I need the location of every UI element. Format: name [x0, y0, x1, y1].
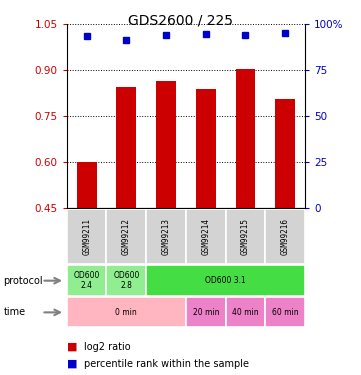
Bar	[67, 265, 106, 296]
Bar	[275, 99, 295, 208]
Text: log2 ratio: log2 ratio	[84, 342, 131, 352]
Text: GSM99215: GSM99215	[241, 218, 250, 255]
Text: OD600
2.8: OD600 2.8	[113, 271, 140, 290]
Bar	[265, 297, 305, 327]
Bar	[226, 209, 265, 264]
Text: 60 min: 60 min	[272, 308, 299, 317]
Bar	[186, 297, 226, 327]
Text: time: time	[4, 308, 26, 317]
Text: 20 min: 20 min	[192, 308, 219, 317]
Bar	[236, 69, 256, 208]
Text: ■: ■	[67, 342, 77, 352]
Text: GSM99211: GSM99211	[82, 218, 91, 255]
Text: percentile rank within the sample: percentile rank within the sample	[84, 359, 249, 369]
Bar	[265, 209, 305, 264]
Text: 40 min: 40 min	[232, 308, 259, 317]
Bar	[67, 297, 186, 327]
Text: GSM99212: GSM99212	[122, 218, 131, 255]
Bar	[146, 265, 305, 296]
Bar	[106, 209, 146, 264]
Bar	[116, 87, 136, 208]
Bar	[67, 209, 106, 264]
Bar	[196, 89, 216, 208]
Text: GSM99214: GSM99214	[201, 218, 210, 255]
Bar	[186, 209, 226, 264]
Text: OD600 3.1: OD600 3.1	[205, 276, 246, 285]
Bar	[77, 162, 97, 208]
Text: OD600
2.4: OD600 2.4	[73, 271, 100, 290]
Text: protocol: protocol	[4, 276, 43, 286]
Bar	[146, 209, 186, 264]
Text: ■: ■	[67, 359, 77, 369]
Text: 0 min: 0 min	[116, 308, 137, 317]
Text: GSM99216: GSM99216	[281, 218, 290, 255]
Bar	[106, 265, 146, 296]
Bar	[156, 81, 176, 208]
Bar	[226, 297, 265, 327]
Text: GSM99213: GSM99213	[162, 218, 170, 255]
Text: GDS2600 / 225: GDS2600 / 225	[128, 13, 233, 27]
